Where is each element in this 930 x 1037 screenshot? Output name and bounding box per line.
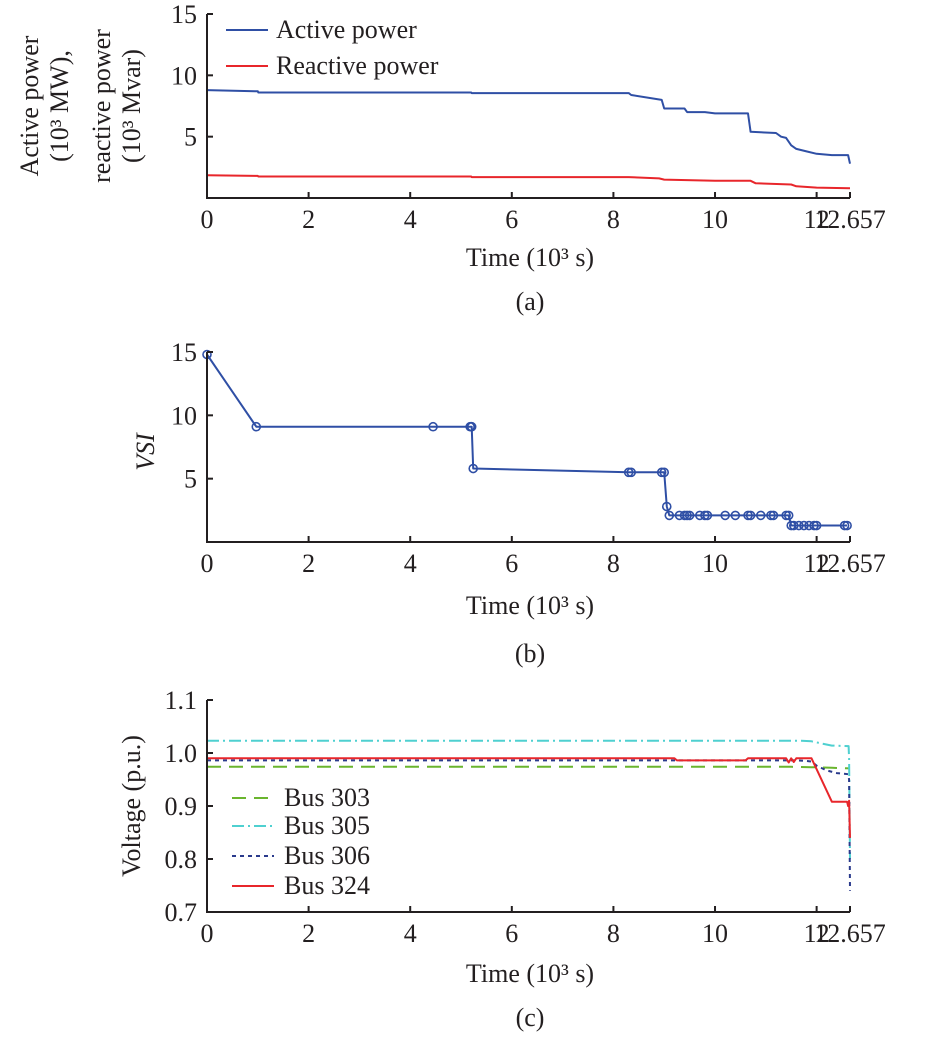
x-tick-label: 0 (201, 549, 214, 578)
series-line-1 (207, 739, 851, 860)
x-tick-label: 2 (302, 919, 315, 948)
series-line-0 (206, 353, 848, 527)
x-tick-label: 4 (404, 549, 417, 578)
panel-c-y-ticks: 0.7 0.8 0.9 1.0 1.1 (165, 686, 213, 927)
x-tick-label: 10 (702, 549, 728, 578)
legend-label-bus-306: Bus 306 (284, 841, 370, 870)
series-line-3 (207, 757, 851, 838)
x-tick-label: 8 (607, 549, 620, 578)
data-point (428, 421, 438, 432)
x-tick-label: 10 (702, 919, 728, 948)
data-point (799, 520, 809, 531)
data-point (661, 501, 672, 512)
data-point (659, 467, 670, 478)
panel-a-plot-area (206, 89, 851, 190)
panel-b-y-ticks: 5 10 15 (171, 338, 213, 494)
legend-label-bus-305: Bus 305 (284, 811, 370, 840)
data-point (720, 510, 730, 521)
y-tick-label: 5 (184, 123, 197, 152)
legend-label-active-power: Active power (276, 15, 417, 44)
x-tick-label: 12 (804, 549, 830, 578)
data-point (468, 463, 479, 474)
series-line-0 (207, 765, 851, 770)
series-line-0 (206, 89, 851, 164)
data-point (768, 510, 779, 521)
panel-c-caption: (c) (516, 1003, 545, 1032)
data-point (755, 510, 766, 521)
x-tick-label: 6 (505, 919, 518, 948)
x-tick-label: 12.657 (814, 919, 886, 948)
series-line-1 (206, 174, 851, 190)
panel-a-x-label: Time (10³ s) (466, 243, 594, 272)
data-point (251, 421, 262, 432)
legend-label-reactive-power: Reactive power (276, 51, 439, 80)
data-point (626, 467, 636, 478)
x-tick-label: 2 (302, 549, 315, 578)
y-tick-label: 15 (171, 0, 197, 29)
panel-a-y-label-line-2: (10³ MW), (45, 50, 74, 162)
y-tick-label: 15 (171, 338, 197, 367)
y-tick-label: 0.8 (165, 845, 198, 874)
x-tick-label: 12 (804, 205, 830, 234)
y-tick-label: 1.0 (165, 739, 198, 768)
x-tick-label: 12.657 (814, 549, 886, 578)
data-point (664, 510, 675, 521)
x-tick-label: 0 (201, 205, 214, 234)
series-line-2 (207, 759, 851, 891)
y-tick-label: 10 (171, 401, 197, 430)
panel-a-y-label-line-4: (10³ Mvar) (117, 49, 146, 163)
x-tick-label: 8 (607, 919, 620, 948)
panel-b-plot-area (202, 349, 852, 531)
x-tick-label: 8 (607, 205, 620, 234)
panel-a-y-label-line-3: reactive power (87, 29, 116, 183)
x-tick-label: 2 (302, 205, 315, 234)
x-tick-label: 4 (404, 919, 417, 948)
data-point (702, 510, 713, 521)
panel-c-plot-area (207, 739, 851, 891)
data-point (684, 510, 695, 521)
data-point (788, 520, 799, 531)
panel-c-y-label: Voltage (p.u.) (117, 735, 146, 877)
data-point (745, 510, 756, 521)
x-tick-label: 0 (201, 919, 214, 948)
panel-a-caption: (a) (516, 287, 545, 316)
data-point (466, 421, 477, 432)
panel-b-caption: (b) (515, 639, 545, 668)
panel-a-y-ticks: 5 10 15 (171, 0, 213, 152)
x-tick-label: 4 (404, 205, 417, 234)
data-point (730, 510, 741, 521)
data-point (842, 520, 852, 531)
y-tick-label: 5 (184, 465, 197, 494)
panel-a-y-label-line-1: Active power (15, 35, 44, 176)
x-tick-label: 6 (505, 205, 518, 234)
x-tick-label: 10 (702, 205, 728, 234)
y-tick-label: 1.1 (165, 686, 198, 715)
y-tick-label: 0.7 (165, 898, 198, 927)
y-tick-label: 0.9 (165, 792, 198, 821)
panel-c-legend: Bus 303 Bus 305 Bus 306 Bus 324 (232, 783, 370, 900)
data-point (811, 520, 822, 531)
x-tick-label: 12 (804, 919, 830, 948)
data-point (783, 510, 794, 521)
panel-b-y-label: VSI (131, 432, 160, 471)
legend-label-bus-324: Bus 324 (284, 871, 370, 900)
panel-b-x-label: Time (10³ s) (466, 591, 594, 620)
y-tick-label: 10 (171, 61, 197, 90)
legend-label-bus-303: Bus 303 (284, 783, 370, 812)
panel-c-x-label: Time (10³ s) (466, 959, 594, 988)
panel-a-legend: Active power Reactive power (226, 15, 439, 80)
x-tick-label: 6 (505, 549, 518, 578)
data-point (794, 520, 804, 531)
x-tick-label: 12.657 (814, 205, 886, 234)
